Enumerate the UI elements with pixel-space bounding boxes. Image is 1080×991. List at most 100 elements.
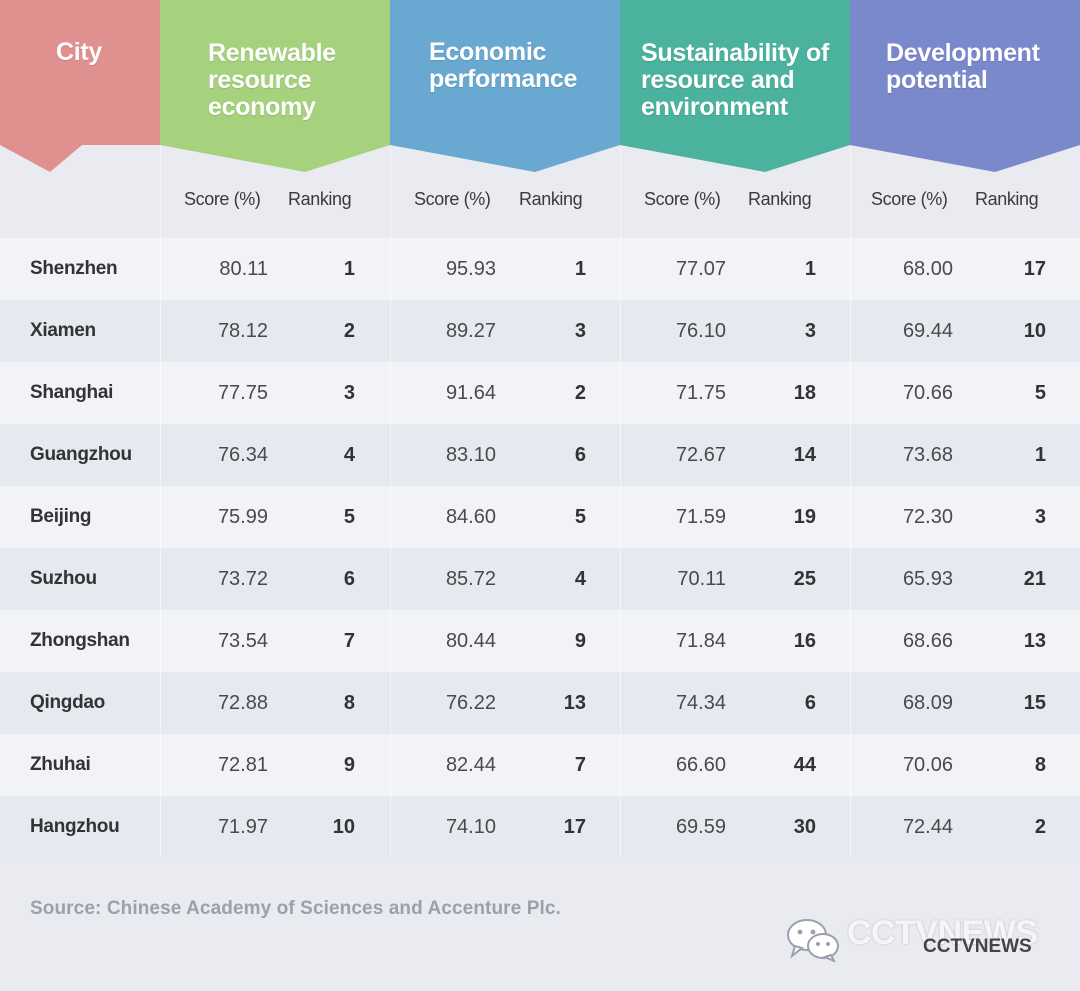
city-name: Beijing bbox=[30, 506, 92, 527]
sub-label-score: Score (%) bbox=[871, 189, 948, 209]
score-cell: 77.75 bbox=[217, 382, 268, 404]
ranking-cell: 6 bbox=[343, 568, 355, 590]
score-cell: 76.22 bbox=[445, 692, 496, 714]
ranking-cell: 17 bbox=[563, 816, 586, 838]
ranking-cell: 7 bbox=[343, 630, 355, 652]
ranking-cell: 13 bbox=[1023, 630, 1046, 652]
score-cell: 85.72 bbox=[445, 568, 496, 590]
ranking-cell: 30 bbox=[793, 816, 816, 838]
score-cell: 71.75 bbox=[675, 382, 726, 404]
city-name: Suzhou bbox=[30, 568, 97, 589]
watermark-logo-text: CCTVNEWS bbox=[847, 914, 1038, 952]
ranking-cell: 6 bbox=[804, 692, 816, 714]
score-cell: 68.09 bbox=[902, 692, 953, 714]
score-cell: 69.44 bbox=[902, 320, 953, 342]
ranking-cell: 3 bbox=[343, 382, 355, 404]
score-cell: 83.10 bbox=[445, 444, 496, 466]
table-row: Zhongshan 73.54 7 80.44 9 71.84 16 68.66 13 bbox=[0, 610, 1080, 672]
banner-sustainability bbox=[620, 0, 850, 172]
score-cell: 74.10 bbox=[445, 816, 496, 838]
sub-label-score: Score (%) bbox=[414, 189, 491, 209]
table-row: Beijing 75.99 5 84.60 5 71.59 19 72.30 3 bbox=[0, 486, 1080, 548]
header-title-economic: Economic performance bbox=[429, 38, 578, 93]
score-cell: 68.66 bbox=[902, 630, 953, 652]
ranking-cell: 5 bbox=[1034, 382, 1046, 404]
ranking-cell: 2 bbox=[1034, 816, 1046, 838]
table-row: Shenzhen 80.11 1 95.93 1 77.07 1 68.00 17 bbox=[0, 238, 1080, 300]
banner-city bbox=[0, 0, 160, 172]
ranking-cell: 1 bbox=[1034, 444, 1046, 466]
sub-label-ranking: Ranking bbox=[748, 189, 812, 209]
ranking-cell: 3 bbox=[1034, 506, 1046, 528]
ranking-cell: 1 bbox=[343, 258, 355, 280]
ranking-cell: 14 bbox=[793, 444, 816, 466]
ranking-cell: 17 bbox=[1023, 258, 1046, 280]
ranking-cell: 4 bbox=[343, 444, 355, 466]
score-cell: 72.44 bbox=[902, 816, 953, 838]
score-cell: 70.06 bbox=[902, 754, 953, 776]
ranking-cell: 10 bbox=[332, 816, 355, 838]
banner-renewable bbox=[160, 0, 390, 172]
sub-label-ranking: Ranking bbox=[519, 189, 583, 209]
score-cell: 84.60 bbox=[445, 506, 496, 528]
score-cell: 80.44 bbox=[445, 630, 496, 652]
score-cell: 70.66 bbox=[902, 382, 953, 404]
ranking-cell: 5 bbox=[343, 506, 355, 528]
score-cell: 76.34 bbox=[217, 444, 268, 466]
city-name: Zhuhai bbox=[30, 754, 91, 775]
sub-label-ranking: Ranking bbox=[975, 189, 1039, 209]
score-cell: 74.34 bbox=[675, 692, 726, 714]
sub-label-score: Score (%) bbox=[184, 189, 261, 209]
city-name: Shanghai bbox=[30, 382, 114, 403]
ranking-cell: 2 bbox=[343, 320, 355, 342]
column-divider bbox=[850, 148, 851, 858]
score-cell: 66.60 bbox=[675, 754, 726, 776]
ranking-cell: 10 bbox=[1023, 320, 1046, 342]
ranking-cell: 8 bbox=[1034, 754, 1046, 776]
ranking-cell: 21 bbox=[1023, 568, 1046, 590]
score-cell: 82.44 bbox=[445, 754, 496, 776]
sub-label-ranking: Ranking bbox=[288, 189, 352, 209]
ranking-cell: 19 bbox=[793, 506, 816, 528]
header-title-renewable: Renewable resource economy bbox=[208, 39, 336, 121]
score-cell: 80.11 bbox=[219, 258, 268, 280]
ranking-cell: 7 bbox=[574, 754, 586, 776]
ranking-cell: 44 bbox=[793, 754, 816, 776]
score-cell: 73.72 bbox=[217, 568, 268, 590]
score-cell: 69.59 bbox=[675, 816, 726, 838]
score-cell: 76.10 bbox=[675, 320, 726, 342]
score-cell: 70.11 bbox=[677, 568, 726, 590]
score-cell: 77.07 bbox=[675, 258, 726, 280]
score-cell: 72.88 bbox=[217, 692, 268, 714]
ranking-cell: 13 bbox=[563, 692, 586, 714]
score-cell: 71.84 bbox=[675, 630, 726, 652]
ranking-cell: 2 bbox=[574, 382, 586, 404]
score-cell: 78.12 bbox=[217, 320, 268, 342]
ranking-cell: 3 bbox=[574, 320, 586, 342]
ranking-cell: 18 bbox=[793, 382, 816, 404]
city-name: Guangzhou bbox=[30, 444, 132, 465]
city-name: Hangzhou bbox=[30, 816, 120, 837]
score-cell: 71.59 bbox=[675, 506, 726, 528]
wechat-icon bbox=[787, 919, 839, 962]
ranking-cell: 15 bbox=[1023, 692, 1046, 714]
sub-label-score: Score (%) bbox=[644, 189, 721, 209]
score-cell: 65.93 bbox=[902, 568, 953, 590]
source-note: Source: Chinese Academy of Sciences and … bbox=[30, 898, 561, 919]
score-cell: 72.67 bbox=[675, 444, 726, 466]
table-row: Guangzhou 76.34 4 83.10 6 72.67 14 73.68 1 bbox=[0, 424, 1080, 486]
score-cell: 95.93 bbox=[445, 258, 496, 280]
table-row: Suzhou 73.72 6 85.72 4 70.11 25 65.93 21 bbox=[0, 548, 1080, 610]
city-name: Xiamen bbox=[30, 320, 96, 341]
ranking-cell: 25 bbox=[793, 568, 816, 590]
score-cell: 72.30 bbox=[902, 506, 953, 528]
ranking-cell: 9 bbox=[343, 754, 355, 776]
column-divider bbox=[160, 148, 161, 858]
watermark-caption: CCTVNEWS bbox=[923, 936, 1032, 957]
ranking-cell: 6 bbox=[574, 444, 586, 466]
table-row: Shanghai 77.75 3 91.64 2 71.75 18 70.66 5 bbox=[0, 362, 1080, 424]
ranking-cell: 8 bbox=[343, 692, 355, 714]
header-title-sustainability: Sustainability of resource and environme… bbox=[641, 39, 829, 121]
banner-development bbox=[850, 0, 1080, 172]
